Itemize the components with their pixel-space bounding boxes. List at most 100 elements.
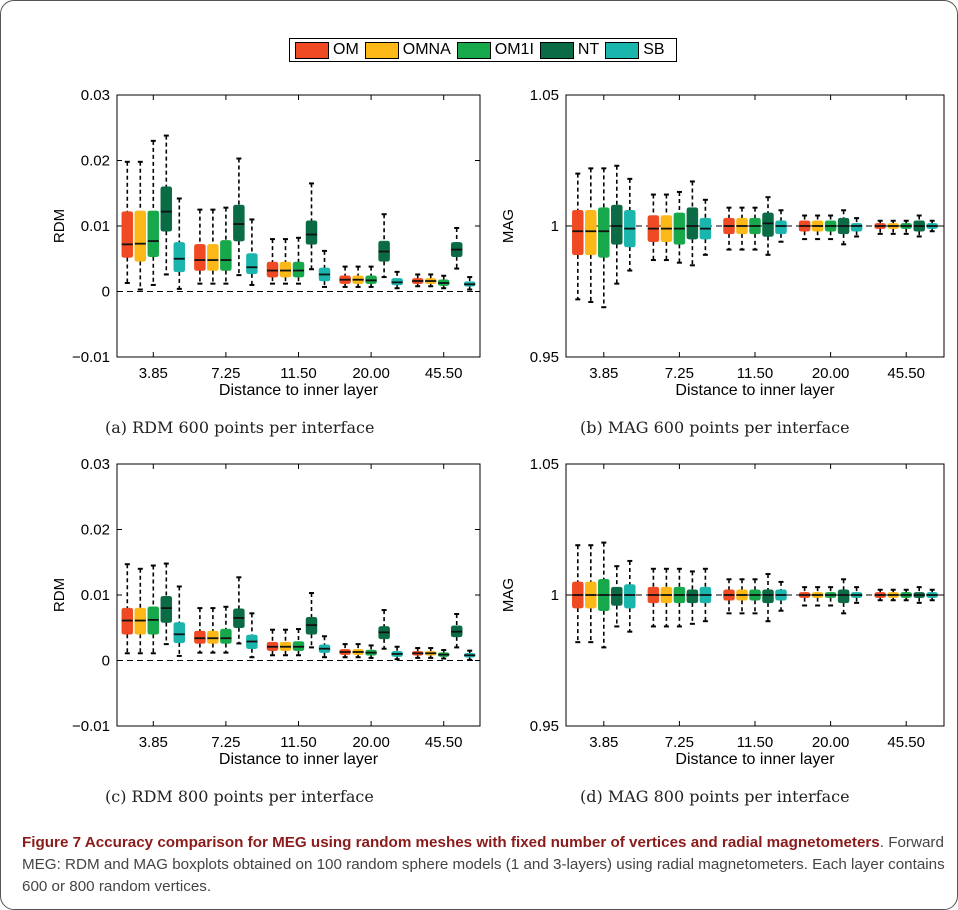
box-body [624,584,636,609]
box-body [246,253,258,275]
figure-caption-text: . Forward MEG: RDM and MAG boxplots obta… [22,834,945,895]
box-nt [233,576,245,645]
box-omna [811,586,824,607]
box-omna [736,578,748,615]
box-body [134,210,147,262]
y-tick-label: 0.01 [81,218,110,235]
legend-swatch [364,41,399,59]
box-om1i [147,139,160,286]
x-tick-label: 11.50 [280,365,316,382]
box-body [762,589,774,604]
y-axis-label: MAG [500,209,517,243]
figure-caption: Figure 7 Accuracy comparison for MEG usi… [22,832,947,898]
box-sb [463,649,476,661]
box-om [874,219,886,235]
box-body [292,261,305,278]
box-sb [246,218,258,286]
box-body [686,589,699,604]
box-body [850,223,863,232]
box-body [207,630,219,644]
legend-swatch [605,41,640,59]
box-nt [913,586,925,604]
legend-label: SB [643,41,665,58]
box-om1i [437,649,450,660]
box-sb [699,567,712,623]
figure-caption-title: Figure 7 Accuracy comparison for MEG usi… [22,834,880,851]
box-body [572,210,584,256]
box-body [233,204,245,242]
box-om1i [220,206,232,285]
legend-swatch [539,41,574,59]
legend-swatch [295,41,329,59]
x-axis-label: Distance to inner layer [219,382,379,399]
box-om1i [749,206,761,251]
box-body [121,211,134,258]
box-nt [762,573,774,623]
box-om1i [292,628,305,657]
y-tick-label: 1.05 [530,456,559,473]
box-om1i [292,236,305,285]
box-nt [686,180,699,267]
box-om [339,265,351,288]
legend-swatch [456,41,491,59]
box-omna [811,214,824,241]
box-sb [926,588,938,602]
box-om [266,238,279,285]
box-nt [611,164,623,285]
box-nt [686,570,699,625]
y-tick-label: 0.01 [81,587,110,604]
subplot-caption-a: (a) RDM 600 points per interface [105,418,375,437]
box-omna [352,643,364,659]
x-tick-label: 20.00 [352,365,390,382]
y-tick-label: −0.01 [72,349,110,366]
box-omna [279,238,292,285]
y-tick-label: −0.01 [72,718,110,735]
box-omna [352,265,364,288]
x-tick-label: 7.25 [665,734,694,751]
box-om [194,208,206,285]
box-om1i [749,578,761,615]
axes-frame [116,463,481,727]
box-body [194,630,206,644]
box-body [686,207,699,240]
box-body [611,204,623,245]
box-nt [450,226,463,270]
box-om [874,588,886,602]
box-body [837,589,850,604]
box-body [598,207,610,258]
box-body [220,628,232,644]
x-axis-label: Distance to inner layer [219,751,379,768]
y-tick-label: 1.05 [530,87,559,104]
x-tick-label: 11.50 [737,734,773,751]
box-nt [160,134,173,276]
box-om1i [147,564,160,655]
box-omna [887,588,899,602]
box-sb [391,645,403,661]
x-tick-label: 7.25 [211,365,240,382]
box-nt [160,562,173,646]
box-sb [850,217,863,238]
box-omna [207,208,219,285]
box-nt [305,592,318,649]
box-omna [585,167,597,303]
box-om [411,647,424,659]
box-omna [660,567,673,628]
box-om1i [220,605,232,654]
legend-label: OM1I [494,41,534,58]
box-om [723,578,735,615]
box-om1i [900,588,912,602]
legend-item-om1i: OM1I [456,41,538,59]
box-omna [134,160,147,291]
y-tick-label: 1 [551,587,559,604]
box-body [194,244,206,271]
box-omna [424,647,437,659]
box-body [220,240,232,271]
box-body [775,220,787,235]
box-om [194,607,206,654]
box-sb [463,276,476,291]
box-sb [850,586,863,604]
x-tick-label: 20.00 [352,734,390,751]
x-tick-label: 45.50 [887,734,925,751]
legend-label: OM [333,41,359,58]
